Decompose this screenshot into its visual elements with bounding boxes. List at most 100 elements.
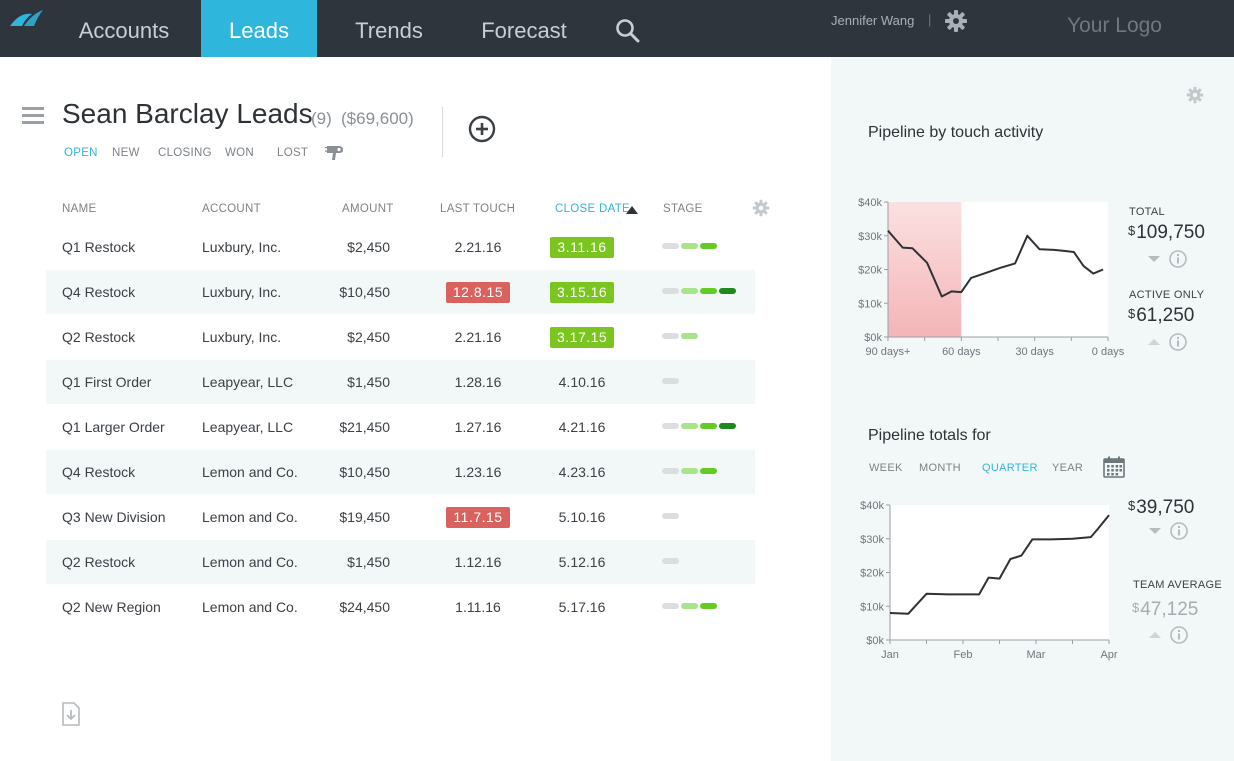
- period-week[interactable]: WEEK: [869, 462, 903, 474]
- stage-segment: [681, 243, 698, 249]
- lead-last-touch: 1.27.16: [454, 419, 502, 435]
- user-separator: |: [928, 12, 932, 27]
- user-name[interactable]: Jennifer Wang: [831, 13, 915, 28]
- table-settings-gear-icon[interactable]: [752, 199, 770, 217]
- y-tick-label: $0k: [864, 332, 882, 344]
- download-file-icon[interactable]: [62, 702, 80, 726]
- x-tick-label: 90 days+: [866, 346, 911, 358]
- x-tick-label: 0 days: [1092, 346, 1125, 358]
- lead-account: Leapyear, LLC: [202, 374, 294, 390]
- lead-last-touch-badge: 11.7.15: [446, 507, 510, 528]
- calendar-icon[interactable]: [1103, 456, 1125, 478]
- lead-amount: $1,450: [347, 374, 390, 390]
- menu-icon[interactable]: [22, 107, 44, 125]
- settings-gear-icon[interactable]: [944, 9, 968, 33]
- lead-close-date: 3.17.15: [550, 315, 615, 359]
- lead-last-touch: 2.21.16: [454, 329, 502, 345]
- y-tick-label: $10k: [860, 601, 884, 613]
- table-row[interactable]: Q3 New Division Lemon and Co. $19,450 11.7.…: [46, 495, 755, 539]
- filter-open[interactable]: OPEN: [64, 147, 98, 159]
- team-expand-info-icon[interactable]: [1147, 625, 1193, 645]
- active-expand-info-icon[interactable]: [1146, 332, 1192, 352]
- add-lead-icon[interactable]: [468, 115, 496, 143]
- team-average-value: $47,125: [1132, 599, 1199, 620]
- top-bar: Accounts Leads Trends Forecast Jennifer …: [0, 0, 1234, 57]
- app-logo-icon[interactable]: [10, 10, 44, 28]
- filter-lost[interactable]: LOST: [277, 147, 309, 159]
- active-only-label: ACTIVE ONLY: [1129, 289, 1205, 301]
- lead-amount: $10,450: [339, 464, 390, 480]
- column-header-amount[interactable]: AMOUNT: [342, 203, 394, 215]
- lead-count: (9): [311, 109, 332, 128]
- table-row[interactable]: Q2 Restock Lemon and Co. $1,450 1.12.16 5.12…: [46, 540, 755, 584]
- stage-segment: [700, 243, 717, 249]
- sort-ascending-icon[interactable]: [626, 206, 638, 214]
- nav-tab-trends[interactable]: Trends: [355, 18, 423, 43]
- nav-tab-accounts[interactable]: Accounts: [78, 18, 170, 43]
- table-row[interactable]: Q4 Restock Luxbury, Inc. $10,450 12.8.15 3.1…: [46, 270, 755, 314]
- nav-tab-forecast[interactable]: Forecast: [481, 18, 567, 43]
- lead-last-touch: 2.21.16: [454, 239, 502, 255]
- filter-closing[interactable]: CLOSING: [158, 147, 212, 159]
- title-divider: [442, 107, 443, 157]
- y-tick-label: $0k: [866, 635, 884, 647]
- total-expand-info-icon[interactable]: [1146, 249, 1192, 269]
- lead-amount: $10,450: [339, 284, 390, 300]
- table-row[interactable]: Q2 Restock Luxbury, Inc. $2,450 2.21.16 3.17…: [46, 315, 755, 359]
- lead-last-touch: 1.11.16: [455, 599, 501, 615]
- lead-last-touch-badge: 12.8.15: [445, 282, 511, 303]
- lead-total-amount: ($69,600): [341, 109, 414, 128]
- lead-last-touch: 1.28.16: [454, 374, 502, 390]
- column-header-close-date[interactable]: CLOSE DATE: [555, 203, 630, 215]
- stage-segment: [662, 243, 679, 249]
- y-tick-label: $20k: [860, 568, 884, 580]
- lead-account: Lemon and Co.: [202, 554, 298, 570]
- search-icon[interactable]: [615, 18, 641, 44]
- quarter-total-value: $39,750: [1128, 497, 1195, 518]
- lead-amount: $21,450: [339, 419, 390, 435]
- stage-segment: [662, 423, 679, 429]
- stage-segment: [662, 558, 679, 564]
- filter-won[interactable]: WON: [225, 147, 255, 159]
- series-line: [887, 230, 1104, 298]
- x-tick-label: Jan: [881, 649, 899, 661]
- lead-amount: $24,450: [339, 599, 390, 615]
- column-header-name[interactable]: NAME: [62, 203, 97, 215]
- hair-dryer-icon[interactable]: [325, 143, 345, 163]
- x-tick-label: Mar: [1027, 649, 1046, 661]
- stage-segment: [662, 513, 679, 519]
- pipeline-side-panel: [831, 57, 1234, 761]
- lead-account: Luxbury, Inc.: [202, 284, 282, 300]
- lead-account: Leapyear, LLC: [202, 419, 294, 435]
- team-average-label: TEAM AVERAGE: [1133, 579, 1222, 591]
- column-header-last-touch[interactable]: LAST TOUCH: [440, 203, 516, 215]
- lead-close-date: 3.11.16: [550, 225, 614, 269]
- table-row[interactable]: Q2 New Region Lemon and Co. $24,450 1.11.16…: [46, 585, 755, 629]
- lead-close-date: 5.17.16: [558, 599, 606, 615]
- y-tick-label: $20k: [858, 265, 882, 277]
- filter-new[interactable]: NEW: [112, 147, 140, 159]
- column-header-account[interactable]: ACCOUNT: [202, 203, 261, 215]
- column-header-stage[interactable]: STAGE: [663, 203, 703, 215]
- panel-settings-gear-icon[interactable]: [1186, 86, 1204, 104]
- table-row[interactable]: Q4 Restock Lemon and Co. $10,450 1.23.16 4.2…: [46, 450, 755, 494]
- lead-close-date: 3.15.16: [550, 270, 615, 314]
- lead-name: Q1 First Order: [62, 374, 152, 390]
- table-row[interactable]: Q1 Restock Luxbury, Inc. $2,450 2.21.16 3.11…: [46, 225, 755, 269]
- total-value: $109,750: [1128, 222, 1205, 243]
- touch-chart-title: Pipeline by touch activity: [868, 124, 1044, 141]
- period-quarter[interactable]: QUARTER: [982, 462, 1038, 474]
- nav-tab-leads[interactable]: Leads: [201, 0, 317, 57]
- table-row[interactable]: Q1 First Order Leapyear, LLC $1,450 1.28.16…: [46, 360, 755, 404]
- stage-segment: [662, 468, 679, 474]
- y-tick-label: $30k: [858, 231, 882, 243]
- quarter-expand-info-icon[interactable]: [1147, 521, 1193, 541]
- period-year[interactable]: YEAR: [1052, 462, 1084, 474]
- lead-close-date-badge: 3.15.16: [550, 282, 615, 303]
- stage-segment: [662, 603, 679, 609]
- period-month[interactable]: MONTH: [919, 462, 961, 474]
- lead-last-touch: 1.23.16: [454, 464, 502, 480]
- table-row[interactable]: Q1 Larger Order Leapyear, LLC $21,450 1.27.…: [46, 405, 755, 449]
- x-tick-label: Feb: [954, 649, 973, 661]
- lead-account: Lemon and Co.: [202, 464, 298, 480]
